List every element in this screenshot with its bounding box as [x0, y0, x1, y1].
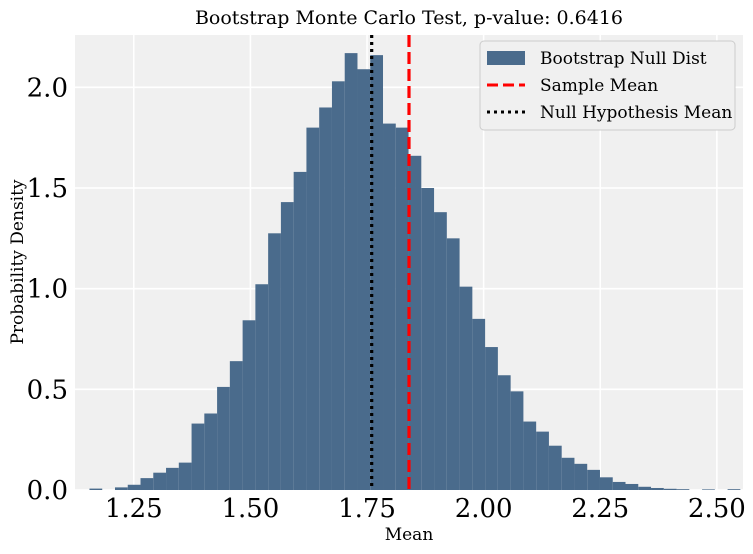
- y-tick-label: 0.0: [27, 476, 68, 506]
- histogram-bar: [536, 431, 549, 490]
- histogram-bar: [280, 202, 294, 490]
- histogram-bar: [472, 318, 486, 490]
- histogram-bars: [89, 53, 741, 491]
- histogram-bar: [217, 386, 230, 490]
- histogram-bar: [229, 361, 243, 490]
- legend-box: [479, 40, 736, 131]
- y-axis-label: Probability Density: [8, 179, 28, 344]
- histogram-bar: [485, 347, 498, 490]
- histogram-bar: [306, 127, 320, 490]
- legend-swatch-histogram: [487, 51, 525, 65]
- legend-label-null-mean: Null Hypothesis Mean: [540, 103, 732, 123]
- y-tick-labels: 0.0 0.5 1.0 1.5 2.0: [27, 73, 68, 506]
- histogram-bar: [638, 486, 652, 490]
- histogram-bar: [204, 413, 218, 490]
- histogram-bar: [408, 155, 422, 491]
- legend: Bootstrap Null Dist Sample Mean Null Hyp…: [479, 40, 736, 131]
- histogram-bar: [255, 284, 269, 490]
- histogram-bar: [344, 53, 358, 490]
- histogram-bar: [166, 467, 179, 490]
- x-tick-label: 2.25: [571, 494, 629, 524]
- y-tick-label: 1.5: [27, 174, 68, 204]
- histogram-bar: [587, 469, 600, 490]
- histogram-bar: [319, 107, 332, 490]
- x-tick-label: 1.50: [221, 494, 279, 524]
- x-tick-label: 2.00: [455, 494, 513, 524]
- x-tick-labels: 1.25 1.50 1.75 2.00 2.25 2.50: [105, 494, 746, 524]
- histogram-bar: [268, 233, 281, 490]
- y-tick-label: 0.5: [27, 375, 68, 405]
- legend-label-histogram: Bootstrap Null Dist: [540, 49, 707, 69]
- histogram-bar: [383, 123, 396, 490]
- histogram-bar: [331, 81, 345, 491]
- reference-lines: [370, 35, 411, 490]
- x-tick-label: 2.50: [688, 494, 746, 524]
- histogram-bar: [702, 489, 715, 490]
- histogram-bar: [89, 488, 103, 490]
- histogram-bar: [293, 171, 307, 490]
- histogram-bar: [357, 69, 371, 491]
- histogram-bar: [434, 212, 447, 490]
- histogram-bar: [561, 457, 575, 490]
- legend-label-sample-mean: Sample Mean: [540, 76, 658, 96]
- histogram-bar: [421, 188, 435, 490]
- x-axis-label: Mean: [385, 525, 434, 545]
- histogram-bar: [140, 478, 154, 490]
- y-tick-label: 1.0: [27, 275, 68, 305]
- histogram-bar: [446, 238, 460, 490]
- histogram-bar: [523, 421, 537, 490]
- histogram-bar: [459, 286, 473, 490]
- histogram-bar: [497, 375, 511, 490]
- histogram-bar: [114, 487, 128, 490]
- histogram-bar: [178, 462, 192, 490]
- x-tick-label: 1.25: [105, 494, 163, 524]
- y-tick-label: 2.0: [27, 73, 68, 103]
- histogram-bar: [663, 488, 677, 490]
- histogram-bar: [395, 127, 409, 490]
- histogram-bar: [153, 472, 167, 490]
- histogram-bar: [651, 487, 664, 490]
- histogram-bar: [574, 463, 588, 490]
- histogram-bar: [370, 55, 384, 490]
- x-tick-label: 1.75: [338, 494, 396, 524]
- histogram-bar: [242, 320, 256, 490]
- histogram-bar: [676, 489, 690, 490]
- histogram-bar: [612, 481, 626, 490]
- histogram-bar: [599, 477, 613, 490]
- histogram-bar: [191, 423, 205, 490]
- histogram-bar: [127, 484, 141, 490]
- histogram-bar: [625, 483, 639, 490]
- chart-title: Bootstrap Monte Carlo Test, p-value: 0.6…: [195, 7, 623, 29]
- histogram-bar: [548, 445, 562, 490]
- histogram-bar: [727, 489, 741, 490]
- histogram-bar: [510, 391, 524, 490]
